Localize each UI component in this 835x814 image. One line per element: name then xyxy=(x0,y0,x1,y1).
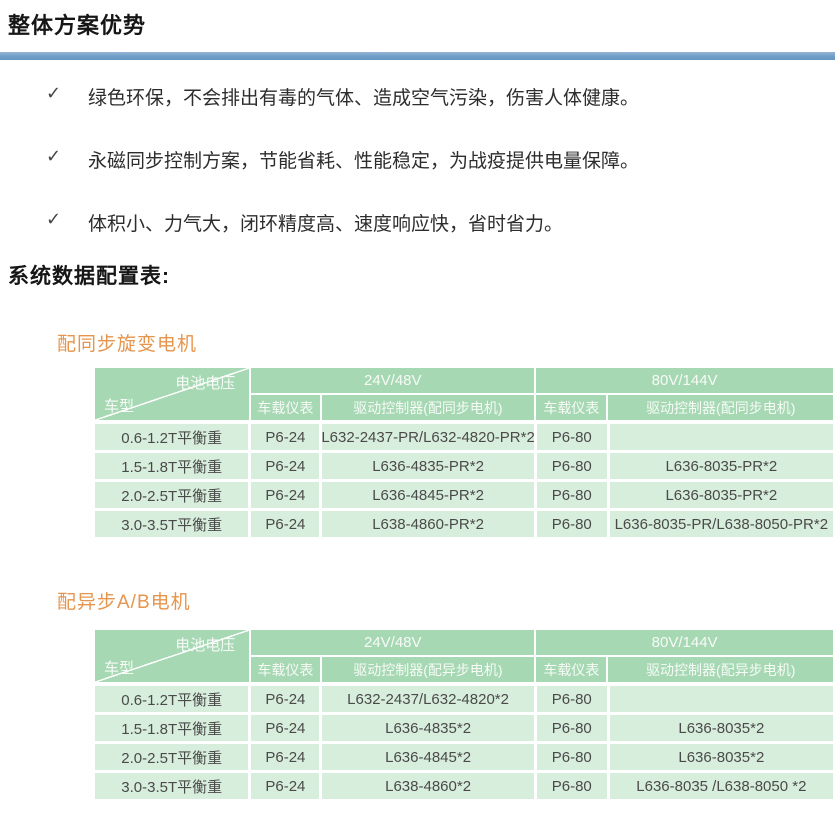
sub-header-instrument: 车载仪表 xyxy=(251,395,320,420)
config-value-cell: L632-2437/L632-4820*2 xyxy=(322,686,534,712)
config-value-cell: P6-80 xyxy=(536,482,607,508)
config-value-cell: L638-4860-PR*2 xyxy=(322,511,534,537)
advantage-item: ✓ 绿色环保，不会排出有毒的气体、造成空气污染，伤害人体健康。 xyxy=(46,83,806,110)
config-value-cell: P6-80 xyxy=(536,453,607,479)
config-value-cell: P6-24 xyxy=(251,773,320,799)
sub-header-instrument: 车载仪表 xyxy=(536,657,607,682)
vehicle-type-cell: 1.5-1.8T平衡重 xyxy=(95,715,249,741)
config-table-sync-motor: 电池电压 车型 24V/48V 80V/144V 车载仪表 驱动控制器(配同步电… xyxy=(95,368,833,537)
sub-header-controller: 驱动控制器(配同步电机) xyxy=(608,395,833,420)
advantage-item: ✓ 体积小、力气大，闭环精度高、速度响应快，省时省力。 xyxy=(46,209,806,236)
table-body: 0.6-1.2T平衡重 P6-24 L632-2437-PR/L632-4820-P… xyxy=(95,424,833,537)
check-icon: ✓ xyxy=(46,146,62,166)
config-value-cell: P6-80 xyxy=(536,744,607,770)
config-value-cell: L636-8035*2 xyxy=(609,715,833,741)
check-icon: ✓ xyxy=(46,209,62,229)
config-value-cell: L638-4860*2 xyxy=(322,773,534,799)
config-value-cell: P6-24 xyxy=(251,686,320,712)
sub-header-controller: 驱动控制器(配异步电机) xyxy=(608,657,833,682)
corner-label-battery-voltage: 电池电压 xyxy=(175,375,236,392)
table-header: 电池电压 车型 24V/48V 80V/144V 车载仪表 驱动控制器(配同步电… xyxy=(95,368,833,420)
accent-divider-line xyxy=(0,52,835,60)
config-value-cell: L632-2437-PR/L632-4820-PR*2 xyxy=(322,424,534,450)
config-value-cell: L636-4835-PR*2 xyxy=(322,453,534,479)
config-value-cell: L636-8035 /L638-8050 *2 xyxy=(609,773,833,799)
config-value-cell: L636-8035-PR*2 xyxy=(609,453,833,479)
config-value-cell: P6-24 xyxy=(251,453,320,479)
voltage-group-header: 80V/144V xyxy=(536,630,833,655)
config-value-cell: L636-4845*2 xyxy=(322,744,534,770)
vehicle-type-cell: 2.0-2.5T平衡重 xyxy=(95,744,249,770)
advantage-text: 永磁同步控制方案，节能省耗、性能稳定，为战疫提供电量保障。 xyxy=(88,151,640,172)
config-value-cell: P6-80 xyxy=(536,424,607,450)
config-value-cell: P6-80 xyxy=(536,773,607,799)
config-value-cell xyxy=(609,424,833,450)
corner-header-cell: 电池电压 车型 xyxy=(95,630,250,682)
vehicle-type-cell: 0.6-1.2T平衡重 xyxy=(95,424,249,450)
config-value-cell: L636-8035-PR*2 xyxy=(609,482,833,508)
config-value-cell: P6-80 xyxy=(536,686,607,712)
sub-header-instrument: 车载仪表 xyxy=(251,657,320,682)
config-table-async-motor: 电池电压 车型 24V/48V 80V/144V 车载仪表 驱动控制器(配异步电… xyxy=(95,630,833,799)
corner-label-vehicle-type: 车型 xyxy=(104,398,135,415)
config-value-cell: P6-24 xyxy=(251,511,320,537)
table-body: 0.6-1.2T平衡重 P6-24 L632-2437/L632-4820*2 P6-… xyxy=(95,686,833,799)
sub-header-controller: 驱动控制器(配同步电机) xyxy=(321,395,535,420)
sub-header-controller: 驱动控制器(配异步电机) xyxy=(321,657,535,682)
voltage-group-header: 24V/48V xyxy=(251,630,535,655)
vehicle-type-cell: 1.5-1.8T平衡重 xyxy=(95,453,249,479)
vehicle-type-cell: 3.0-3.5T平衡重 xyxy=(95,773,249,799)
table-header: 电池电压 车型 24V/48V 80V/144V 车载仪表 驱动控制器(配异步电… xyxy=(95,630,833,682)
config-value-cell: P6-24 xyxy=(251,715,320,741)
check-icon: ✓ xyxy=(46,83,62,103)
vehicle-type-cell: 3.0-3.5T平衡重 xyxy=(95,511,249,537)
voltage-group-header: 24V/48V xyxy=(251,368,535,393)
vehicle-type-cell: 0.6-1.2T平衡重 xyxy=(95,686,249,712)
corner-label-vehicle-type: 车型 xyxy=(104,660,135,677)
voltage-group-header: 80V/144V xyxy=(536,368,833,393)
advantage-item: ✓ 永磁同步控制方案，节能省耗、性能稳定，为战疫提供电量保障。 xyxy=(46,146,806,173)
config-value-cell: L636-8035-PR/L638-8050-PR*2 xyxy=(609,511,833,537)
config-value-cell: L636-4835*2 xyxy=(322,715,534,741)
advantage-text: 体积小、力气大，闭环精度高、速度响应快，省时省力。 xyxy=(88,214,564,235)
config-value-cell: P6-80 xyxy=(536,715,607,741)
config-value-cell: P6-24 xyxy=(251,424,320,450)
page-title: 整体方案优势 xyxy=(8,13,147,38)
table-title-sync-motor: 配同步旋变电机 xyxy=(57,334,198,355)
table-title-async-motor: 配异步A/B电机 xyxy=(57,592,191,613)
config-value-cell xyxy=(609,686,833,712)
config-value-cell: P6-24 xyxy=(251,744,320,770)
config-value-cell: L636-4845-PR*2 xyxy=(322,482,534,508)
advantage-text: 绿色环保，不会排出有毒的气体、造成空气污染，伤害人体健康。 xyxy=(88,88,640,109)
config-value-cell: L636-8035*2 xyxy=(609,744,833,770)
config-value-cell: P6-80 xyxy=(536,511,607,537)
section-heading: 系统数据配置表: xyxy=(8,265,170,288)
corner-label-battery-voltage: 电池电压 xyxy=(175,637,236,654)
sub-header-instrument: 车载仪表 xyxy=(536,395,607,420)
vehicle-type-cell: 2.0-2.5T平衡重 xyxy=(95,482,249,508)
corner-header-cell: 电池电压 车型 xyxy=(95,368,250,420)
config-value-cell: P6-24 xyxy=(251,482,320,508)
